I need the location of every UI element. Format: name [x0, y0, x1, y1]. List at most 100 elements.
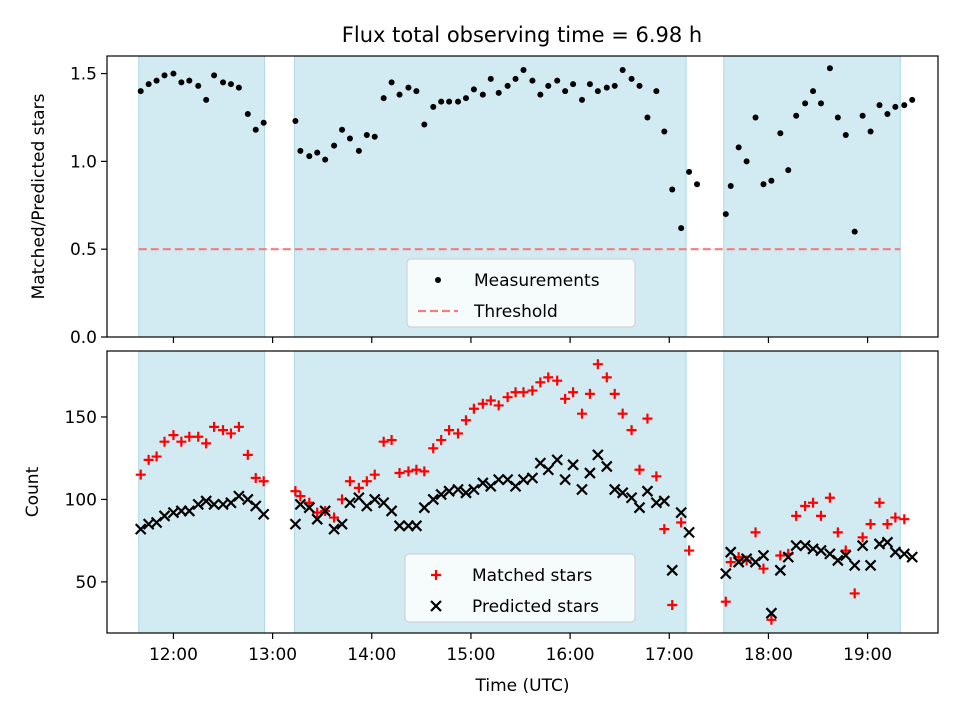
matched-star-point	[378, 436, 389, 447]
matched-star-point	[386, 435, 397, 446]
matched-star-point	[159, 436, 170, 447]
matched-star-point	[634, 464, 645, 475]
matched-star-point	[290, 486, 301, 497]
predicted-star-point	[889, 546, 902, 558]
measurement-point	[777, 130, 784, 137]
legend-marker-predicted	[430, 600, 442, 612]
predicted-star-point	[289, 518, 302, 530]
y-axis-label: Matched/Predicted stars	[29, 93, 49, 299]
matched-star-point	[209, 421, 220, 432]
x-tick-label: 18:00	[744, 645, 793, 665]
measurement-point	[438, 98, 445, 105]
measurement-point	[694, 181, 701, 188]
matched-star-point	[815, 510, 826, 521]
predicted-star-point	[732, 556, 745, 568]
predicted-star-point	[427, 493, 440, 506]
measurement-point	[768, 177, 775, 184]
y-tick-label: 0.5	[70, 240, 97, 260]
predicted-star-point	[551, 454, 563, 466]
matched-star-point	[419, 466, 430, 477]
measurement-point	[810, 88, 817, 95]
measurement-point	[793, 112, 800, 119]
measurement-point	[678, 225, 685, 232]
matched-star-point	[329, 512, 340, 523]
measurement-point	[785, 167, 792, 174]
matched-star-point	[304, 497, 315, 508]
predicted-star-point	[641, 485, 654, 497]
measurement-point	[901, 102, 908, 109]
predicted-star-point	[435, 488, 447, 501]
measurement-point	[661, 128, 668, 135]
measurement-point	[363, 132, 370, 139]
measurement-point	[405, 84, 412, 91]
measurement-point	[244, 110, 251, 117]
measurement-point	[455, 98, 462, 105]
predicted-star-point	[517, 473, 530, 486]
matched-star-point	[436, 435, 447, 446]
predicted-star-point	[864, 559, 877, 572]
matched-star-point	[218, 425, 229, 436]
observing-band	[723, 55, 901, 338]
predicted-star-point	[765, 607, 778, 619]
measurement-point	[669, 186, 676, 193]
measurement-point	[686, 168, 693, 175]
predicted-star-point	[616, 487, 629, 499]
predicted-star-point	[799, 539, 811, 552]
measurement-point	[735, 144, 742, 151]
matched-star-point	[225, 428, 236, 439]
measurement-point	[462, 95, 469, 102]
measurement-point	[611, 82, 618, 89]
measurement-point	[722, 211, 729, 218]
measurement-point	[430, 103, 437, 110]
matched-star-point	[477, 398, 488, 409]
measurement-point	[220, 79, 227, 86]
matched-star-point	[552, 375, 563, 386]
predicted-star-point	[336, 518, 348, 530]
predicted-star-point	[774, 564, 787, 577]
legend-marker-matched	[431, 570, 441, 580]
measurement-point	[306, 153, 313, 160]
matched-star-point	[667, 599, 678, 610]
measurement-point	[371, 133, 378, 140]
matched-star-point	[791, 510, 802, 521]
matched-star-point	[394, 468, 405, 479]
y-tick-label: 100	[65, 490, 97, 510]
x-tick-label: 19:00	[843, 645, 892, 665]
measurement-point	[421, 121, 428, 128]
matched-star-point	[493, 400, 504, 411]
measurement-point	[529, 77, 536, 84]
matched-star-point	[800, 501, 811, 512]
matched-star-point	[403, 466, 414, 477]
predicted-star-point	[898, 548, 911, 560]
matched-star-point	[626, 425, 637, 436]
measurement-point	[537, 91, 544, 98]
x-tick-label: 12:00	[149, 645, 198, 665]
measurement-point	[802, 100, 809, 107]
matched-star-point	[168, 430, 179, 441]
predicted-star-point	[393, 520, 406, 532]
predicted-star-point	[666, 564, 679, 577]
bottom-panel-counts: 50 100 150 12:00 13:00 14:00 15:00 16:00 17:00 18…	[23, 350, 939, 696]
measurement-point	[851, 228, 858, 235]
predicted-star-point	[492, 473, 505, 486]
top-panel-ratio: 0.0 0.5 1.0 1.5 Matched/Predicted stars Measu…	[29, 55, 939, 348]
matched-star-point	[242, 449, 253, 460]
measurement-point	[520, 67, 527, 74]
legend-label: Matched stars	[472, 566, 592, 586]
matched-star-point	[725, 557, 736, 568]
y-tick-label: 150	[65, 408, 97, 428]
legend-label: Predicted stars	[472, 597, 599, 617]
observing-band	[138, 350, 266, 634]
measurement-point	[867, 128, 874, 135]
measurement-point	[842, 132, 849, 139]
predicted-star-point	[757, 549, 770, 562]
measurement-point	[170, 70, 177, 77]
measurement-point	[227, 81, 234, 88]
matched-star-point	[344, 476, 355, 487]
predicted-star-point	[832, 554, 844, 567]
matched-star-point	[766, 614, 777, 625]
matched-star-point	[151, 451, 162, 462]
predicted-star-point	[567, 459, 579, 471]
measurement-point	[314, 149, 321, 156]
predicted-star-point	[906, 551, 918, 563]
